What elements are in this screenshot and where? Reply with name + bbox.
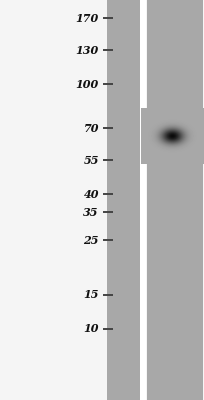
Text: 170: 170 [76,12,99,24]
Text: 130: 130 [76,44,99,56]
Bar [140,0,146,400]
Text: 25: 25 [83,234,99,246]
Text: 35: 35 [83,206,99,218]
Text: 70: 70 [83,122,99,134]
Text: 55: 55 [83,154,99,166]
Text: 40: 40 [83,188,99,200]
Text: 100: 100 [76,78,99,90]
Text: 15: 15 [83,289,99,300]
Text: 10: 10 [83,323,99,334]
Bar [107,0,140,400]
Bar [147,0,203,400]
